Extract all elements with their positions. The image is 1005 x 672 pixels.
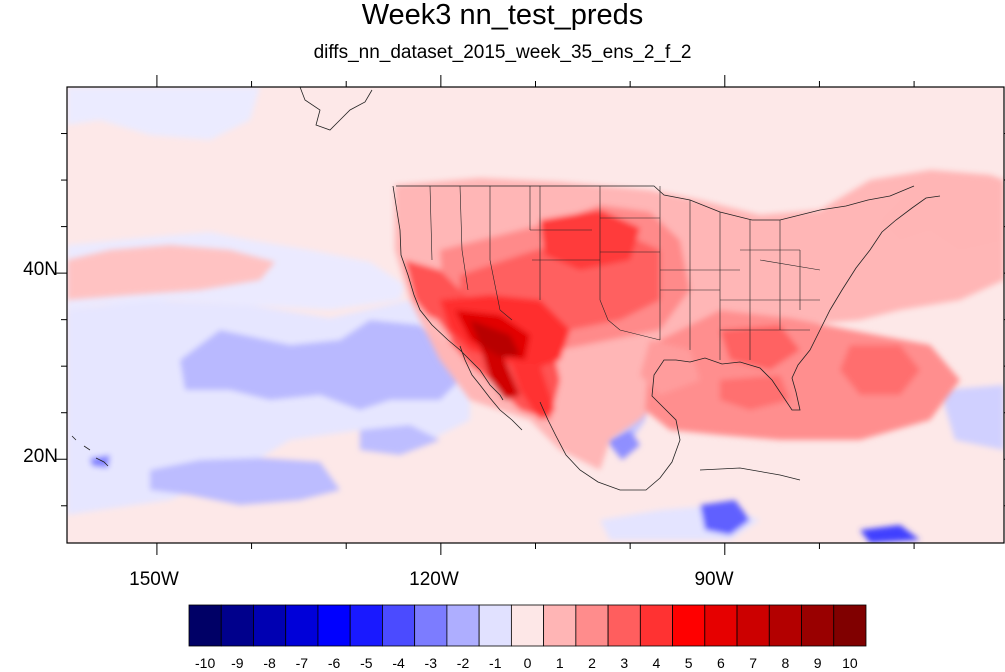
x-tick-label-90w: 90W <box>694 569 733 590</box>
colorbar-swatch <box>801 604 835 647</box>
colorbar-swatch <box>253 604 287 647</box>
colorbar-label: 3 <box>620 655 628 671</box>
colorbar-swatch <box>833 604 867 647</box>
colorbar-label: -8 <box>263 655 276 671</box>
plot-title: Week3 nn_test_preds <box>361 0 644 31</box>
colorbar-swatch <box>543 604 577 647</box>
plot-subtitle: diffs_nn_dataset_2015_week_35_ens_2_f_2 <box>313 42 692 63</box>
alaska-outline <box>299 87 373 131</box>
map-plot-area <box>67 87 1004 543</box>
geographic-outlines <box>71 87 941 491</box>
y-tick-label-40n: 40N <box>23 259 58 280</box>
colorbar-label: 10 <box>842 655 858 671</box>
colorbar-swatch <box>382 604 416 647</box>
colorbar-label: -9 <box>231 655 244 671</box>
colorbar-label: 5 <box>685 655 693 671</box>
colorbar-label: -10 <box>195 655 215 671</box>
colorbar: -10 -9 -8 -7 -6 -5 -4 -3 -2 -1 0 1 2 3 4 5 6 7 8 9 10 <box>188 604 867 671</box>
colorbar-swatch <box>349 604 383 647</box>
hawaii-outline <box>71 435 109 467</box>
colorbar-label: -7 <box>296 655 309 671</box>
colorbar-label: 2 <box>588 655 596 671</box>
colorbar-swatch <box>478 604 512 647</box>
colorbar-label: 7 <box>749 655 757 671</box>
colorbar-swatch <box>607 604 641 647</box>
cuba-outline <box>699 467 801 481</box>
colorbar-swatch <box>639 604 673 647</box>
x-tick-label-150w: 150W <box>129 569 179 590</box>
colorbar-label: -4 <box>392 655 405 671</box>
north-america-coastline <box>392 185 941 491</box>
us-state-lines <box>429 185 821 360</box>
colorbar-label: -3 <box>425 655 438 671</box>
warm-anomaly-field <box>67 170 1004 470</box>
y-tick-label-20n: 20N <box>23 446 58 467</box>
colorbar-label: 8 <box>782 655 790 671</box>
colorbar-swatch <box>768 604 802 647</box>
colorbar-swatch <box>220 604 254 647</box>
colorbar-label: 4 <box>653 655 661 671</box>
colorbar-swatch <box>414 604 448 647</box>
colorbar-label: 1 <box>556 655 564 671</box>
colorbar-swatch <box>672 604 706 647</box>
colorbar-swatch <box>188 604 222 647</box>
colorbar-swatch <box>285 604 319 647</box>
colorbar-swatch <box>317 604 351 647</box>
colorbar-label: -6 <box>328 655 341 671</box>
canada-us-border <box>396 185 915 221</box>
x-tick-label-120w: 120W <box>409 569 459 590</box>
colorbar-label: 6 <box>717 655 725 671</box>
colorbar-label: 0 <box>524 655 532 671</box>
colorbar-swatch <box>704 604 738 647</box>
colorbar-label: -1 <box>489 655 502 671</box>
axis-ticks <box>55 75 1005 555</box>
colorbar-label: 9 <box>814 655 822 671</box>
colorbar-swatch <box>446 604 480 647</box>
colorbar-label: -5 <box>360 655 373 671</box>
colorbar-swatch <box>736 604 770 647</box>
colorbar-swatch <box>575 604 609 647</box>
colorbar-label: -2 <box>457 655 470 671</box>
colorbar-swatch <box>510 604 545 647</box>
cold-anomaly-field <box>67 87 1004 543</box>
